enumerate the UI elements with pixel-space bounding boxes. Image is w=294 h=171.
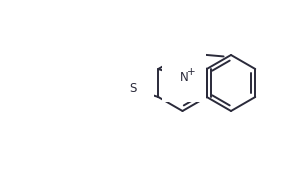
Text: S: S <box>129 82 136 95</box>
Text: N: N <box>179 71 188 84</box>
Text: +: + <box>186 67 195 77</box>
